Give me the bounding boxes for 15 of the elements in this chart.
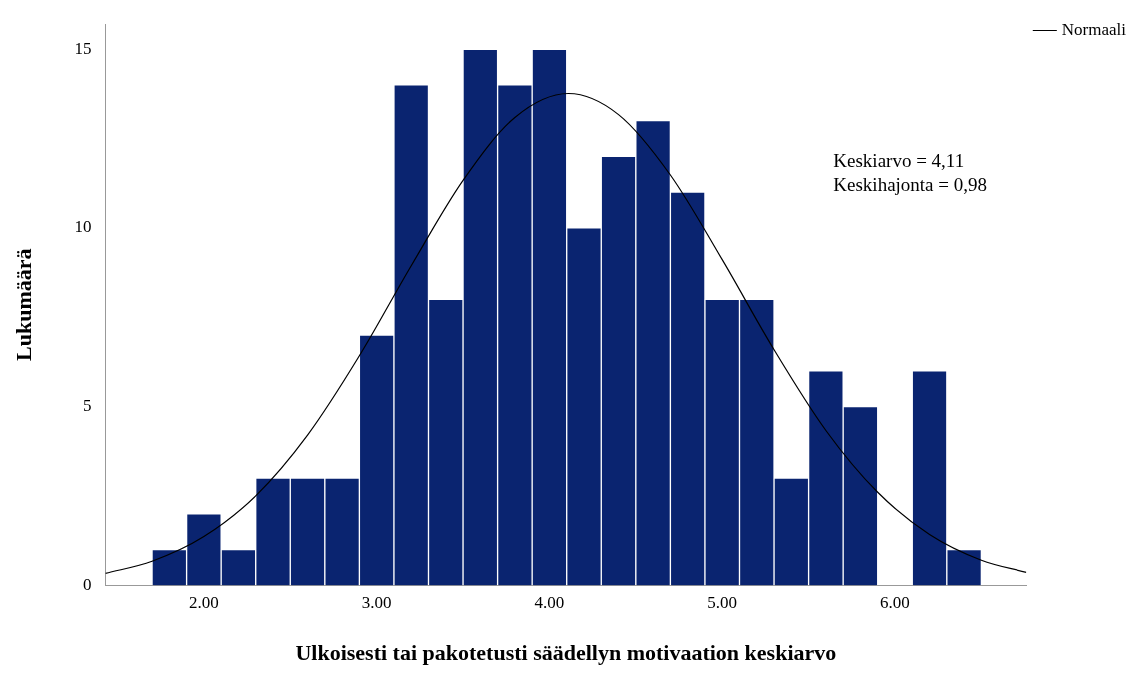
legend-label: Normaali — [1061, 19, 1127, 39]
y-tick-label: 5 — [82, 396, 92, 416]
x-tick-label: 3.00 — [361, 592, 392, 612]
y-tick-label: 15 — [74, 38, 92, 58]
y-tick-label: 0 — [82, 574, 92, 594]
x-tick-label: 4.00 — [534, 592, 565, 612]
annotation: Keskiarvo = 4,11 — [833, 149, 965, 171]
y-axis-title: Lukumäärä — [10, 248, 36, 361]
x-axis-title: Ulkoisesti tai pakotetusti säädellyn motivaation keskiarvo — [295, 640, 837, 666]
x-tick-label: 5.00 — [707, 592, 738, 612]
x-tick-label: 6.00 — [880, 592, 910, 612]
line-series — [105, 92, 1027, 575]
annotation: Keskihajonta = 0,98 — [833, 173, 988, 195]
y-tick-label: 10 — [74, 217, 92, 237]
x-tick-label: 2.00 — [189, 592, 219, 612]
